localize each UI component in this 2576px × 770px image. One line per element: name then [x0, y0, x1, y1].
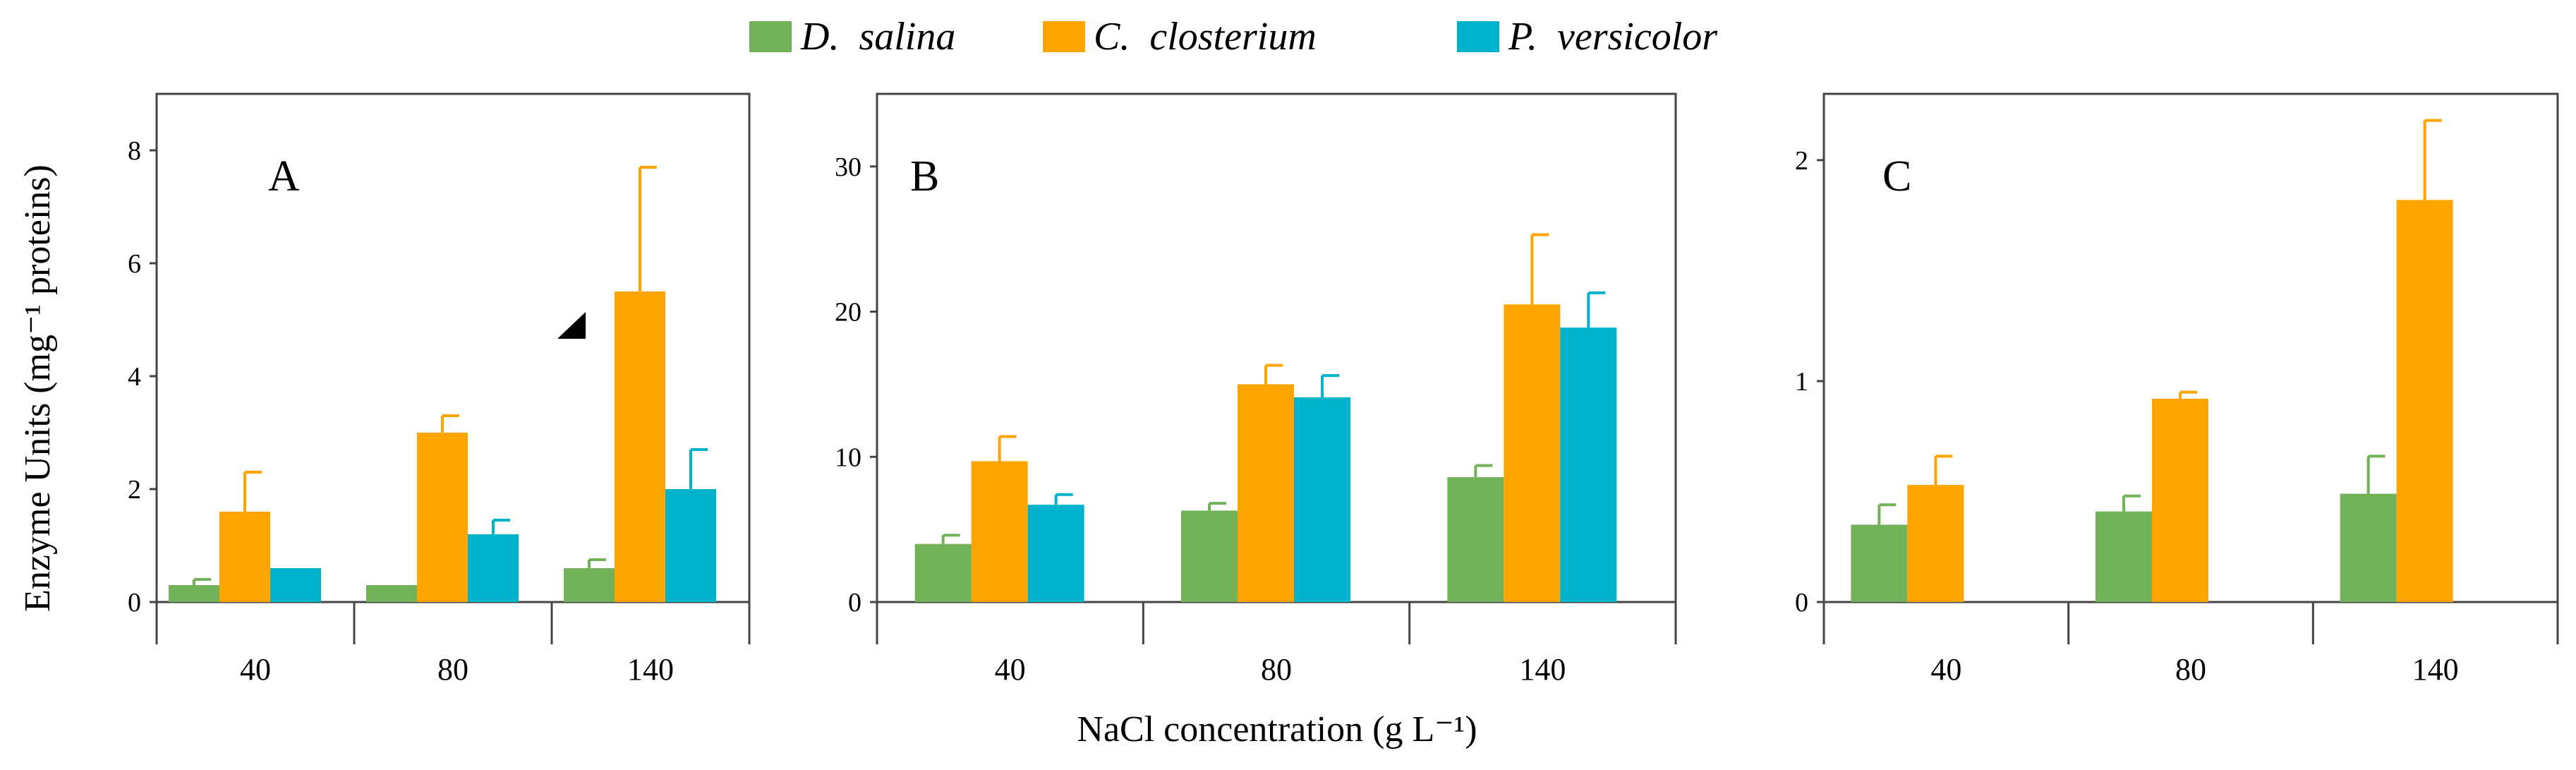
- y-tick-label: 30: [835, 152, 861, 182]
- x-tick-label: 40: [1930, 652, 1961, 687]
- bar-c-closterium-80: [417, 433, 468, 602]
- bar-d-salina-140: [1447, 477, 1504, 602]
- y-tick-label: 2: [1795, 146, 1808, 176]
- bar-p-versicolor-140: [665, 489, 716, 602]
- bar-d-salina-140: [2340, 493, 2397, 602]
- x-tick-label: 40: [995, 652, 1026, 687]
- bar-d-salina-140: [564, 568, 615, 602]
- y-tick-label: 4: [128, 362, 141, 392]
- legend: D. salina C. closterium P. versicolor: [749, 15, 1717, 59]
- bar-c-closterium-80: [1238, 384, 1294, 602]
- y-axis-title: Enzyme Units (mg⁻¹ proteins): [18, 164, 58, 612]
- x-tick-label: 80: [1261, 652, 1292, 687]
- legend-label-p-versicolor: P. versicolor: [1508, 15, 1717, 59]
- panel-letter: A: [268, 152, 300, 200]
- arrow-marker-icon: [557, 312, 586, 339]
- bar-c-closterium-40: [219, 512, 270, 602]
- x-tick-label: 140: [627, 652, 674, 687]
- bar-c-closterium-40: [1907, 485, 1964, 602]
- bar-d-salina-80: [2096, 511, 2152, 602]
- y-tick-label: 2: [128, 475, 141, 505]
- bar-d-salina-40: [914, 543, 972, 602]
- x-axis-title: NaCl concentration (g L⁻¹): [1077, 709, 1477, 750]
- bar-c-closterium-140: [1504, 304, 1561, 602]
- legend-swatch-c-closterium: [1043, 21, 1085, 52]
- bar-d-salina-80: [1181, 510, 1238, 602]
- y-tick-label: 0: [1795, 588, 1808, 618]
- bar-p-versicolor-40: [270, 568, 321, 602]
- bar-d-salina-40: [169, 585, 219, 602]
- y-tick-label: 20: [835, 298, 861, 327]
- panel-c: 0 1 2 40 80 140 C: [1795, 92, 2559, 687]
- x-tick-label: 80: [2175, 652, 2206, 687]
- bar-p-versicolor-40: [1027, 505, 1084, 602]
- panel-letter: B: [910, 152, 939, 200]
- panel-b: 0 10 20 30 40 80 140 B: [835, 92, 1677, 687]
- x-tick-label: 140: [2412, 652, 2459, 687]
- x-tick-label: 80: [437, 652, 468, 687]
- bar-p-versicolor-80: [1294, 397, 1350, 602]
- panel-a: 0 2 4 6 8 40 80 140 A: [128, 92, 751, 687]
- bar-d-salina-80: [366, 585, 417, 602]
- bar-c-closterium-80: [2152, 399, 2208, 602]
- y-tick-label: 6: [128, 249, 141, 279]
- legend-swatch-p-versicolor: [1457, 21, 1499, 52]
- legend-swatch-d-salina: [749, 21, 792, 52]
- y-tick-label: 8: [128, 136, 141, 166]
- bar-c-closterium-140: [615, 291, 665, 602]
- legend-label-c-closterium: C. closterium: [1094, 15, 1317, 59]
- bar-p-versicolor-140: [1560, 327, 1617, 602]
- x-tick-label: 140: [1519, 652, 1566, 687]
- bar-d-salina-40: [1851, 524, 1908, 602]
- bar-p-versicolor-80: [468, 534, 519, 602]
- bar-c-closterium-140: [2396, 200, 2453, 602]
- y-tick-label: 1: [1795, 367, 1808, 397]
- x-tick-label: 40: [240, 652, 271, 687]
- y-tick-label: 0: [848, 588, 861, 618]
- y-tick-label: 0: [128, 588, 141, 618]
- bar-c-closterium-40: [971, 461, 1028, 602]
- legend-label-d-salina: D. salina: [800, 15, 955, 59]
- y-tick-label: 10: [835, 443, 861, 472]
- panel-letter: C: [1882, 152, 1911, 200]
